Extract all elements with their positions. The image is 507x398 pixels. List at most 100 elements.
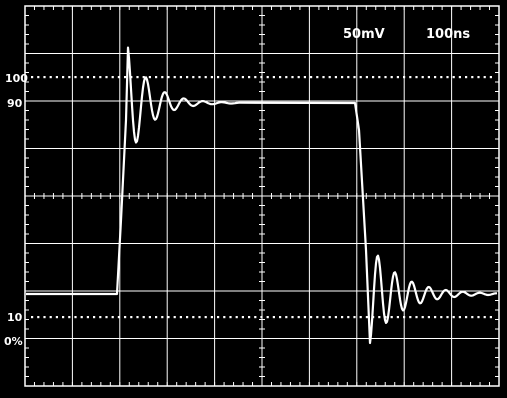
reference-dot xyxy=(49,76,52,79)
reference-dot xyxy=(192,76,195,79)
reference-dot xyxy=(378,316,381,319)
reference-dot xyxy=(260,316,263,319)
reference-dot xyxy=(155,316,158,319)
reference-dot xyxy=(384,76,387,79)
reference-dot xyxy=(49,316,52,319)
reference-dot xyxy=(223,316,226,319)
reference-dot xyxy=(155,76,158,79)
reference-dot xyxy=(117,316,120,319)
reference-dot xyxy=(403,76,406,79)
reference-dot xyxy=(93,76,96,79)
reference-dot xyxy=(99,76,102,79)
reference-dot xyxy=(291,76,294,79)
reference-dot xyxy=(440,76,443,79)
reference-dot xyxy=(465,316,468,319)
reference-dot xyxy=(105,316,108,319)
reference-dot xyxy=(179,76,182,79)
reference-dot xyxy=(142,76,145,79)
reference-dot xyxy=(489,76,492,79)
reference-dot xyxy=(403,316,406,319)
reference-dot xyxy=(477,76,480,79)
reference-dot xyxy=(359,76,362,79)
reference-dot xyxy=(229,316,232,319)
reference-dot xyxy=(458,316,461,319)
reference-dot xyxy=(279,316,282,319)
reference-dot xyxy=(483,76,486,79)
reference-dot xyxy=(254,76,257,79)
reference-dot xyxy=(248,316,251,319)
reference-dot xyxy=(279,76,282,79)
reference-dot xyxy=(37,316,40,319)
reference-dot xyxy=(254,316,257,319)
reference-dot xyxy=(390,76,393,79)
reference-dot xyxy=(347,76,350,79)
reference-dot xyxy=(179,316,182,319)
level-label-100: 100 xyxy=(5,72,28,85)
reference-dot xyxy=(62,76,65,79)
level-label-0: 0% xyxy=(4,335,23,348)
reference-dot xyxy=(328,76,331,79)
reference-dot xyxy=(161,76,164,79)
reference-dot xyxy=(248,76,251,79)
reference-dot xyxy=(434,76,437,79)
reference-dot xyxy=(285,316,288,319)
reference-dot xyxy=(334,316,337,319)
reference-dot xyxy=(365,316,368,319)
reference-dot xyxy=(347,316,350,319)
reference-dot xyxy=(489,316,492,319)
reference-dot xyxy=(31,316,34,319)
reference-dot xyxy=(365,76,368,79)
reference-dot xyxy=(458,76,461,79)
reference-dot xyxy=(167,316,170,319)
reference-dot xyxy=(235,316,238,319)
level-label-90: 90 xyxy=(7,97,23,110)
reference-dot xyxy=(421,316,424,319)
reference-dot xyxy=(86,76,89,79)
reference-dot xyxy=(465,76,468,79)
reference-dot xyxy=(136,316,139,319)
reference-dot xyxy=(111,76,114,79)
reference-dot xyxy=(427,316,430,319)
reference-dot xyxy=(303,76,306,79)
signal-trace xyxy=(26,46,498,345)
reference-dot xyxy=(74,316,77,319)
reference-dot xyxy=(68,76,71,79)
reference-dot xyxy=(93,316,96,319)
reference-dot xyxy=(390,316,393,319)
reference-dot xyxy=(415,316,418,319)
reference-dot xyxy=(74,76,77,79)
reference-dot xyxy=(210,316,213,319)
reference-dot xyxy=(310,316,313,319)
reference-dot xyxy=(111,316,114,319)
reference-dot xyxy=(272,76,275,79)
reference-dot xyxy=(167,76,170,79)
reference-dot xyxy=(148,316,151,319)
reference-dot xyxy=(297,76,300,79)
reference-dot xyxy=(204,316,207,319)
volts-per-div-label: 50mV xyxy=(343,27,385,42)
reference-dot xyxy=(334,76,337,79)
reference-dot xyxy=(452,316,455,319)
reference-dot xyxy=(186,76,189,79)
reference-dot xyxy=(353,316,356,319)
reference-dot xyxy=(285,76,288,79)
reference-dot xyxy=(409,76,412,79)
reference-dot xyxy=(440,316,443,319)
reference-dot xyxy=(415,76,418,79)
reference-dot xyxy=(396,316,399,319)
reference-dot xyxy=(316,76,319,79)
reference-dot xyxy=(427,76,430,79)
reference-dot xyxy=(235,76,238,79)
reference-dot xyxy=(192,316,195,319)
reference-dot xyxy=(186,316,189,319)
reference-dot xyxy=(105,76,108,79)
reference-dot xyxy=(378,76,381,79)
reference-dot xyxy=(396,76,399,79)
reference-dot xyxy=(80,76,83,79)
level-label-10: 10 xyxy=(7,311,23,324)
reference-dot xyxy=(353,76,356,79)
reference-dot xyxy=(316,316,319,319)
reference-dot xyxy=(477,316,480,319)
